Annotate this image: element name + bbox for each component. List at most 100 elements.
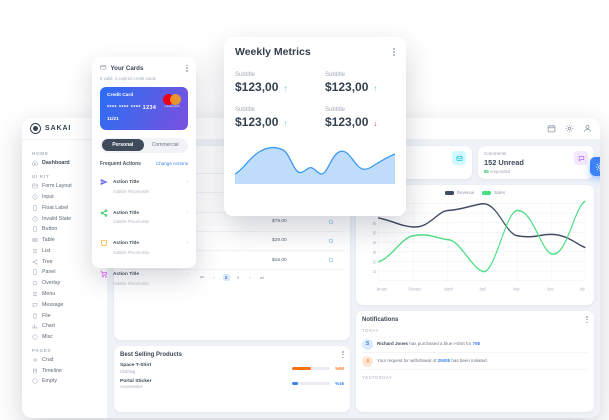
notifications-card: Notifications TODAY S Richard Jones has … [356,311,594,412]
notifications-group-label: TODAY [362,328,379,334]
app-logo[interactable]: SAKAI [30,123,71,134]
chevron-right-icon[interactable]: › [186,178,188,185]
sidebar-item-message[interactable]: Message [28,299,101,310]
calendar-icon[interactable] [547,124,556,133]
svg-text:January: January [376,286,387,292]
cards-menu-icon[interactable] [186,64,188,72]
pagination-page-2[interactable]: 2 [236,275,240,281]
sidebar-item-overlay[interactable]: Overlay [28,278,101,289]
metric-item: Subtitle $123,00 ↓ [325,107,395,129]
pagination-last[interactable]: ⏭ [259,275,265,281]
sidebar-item-timeline[interactable]: Timeline [28,365,101,376]
progress-percent: %16 [335,381,344,387]
trend-down-icon: ↓ [373,119,378,128]
svg-text:April: April [479,286,485,292]
user-icon[interactable] [583,124,592,133]
sidebar-item-label: File [42,312,51,319]
notification-item[interactable]: S Richard Jones has purchased a blue t-s… [362,336,588,354]
sidebar-item-label: Float Label [42,204,69,211]
content-area: Name Price ⇅ View Bamboo Watch $65.00 [108,140,600,418]
product-price: $15.00 [270,250,318,271]
metric-subtitle: Subtitle [325,107,346,113]
product-name: Portal Sticker [120,378,152,384]
sidebar-item-label: Button [42,226,58,233]
sidebar-item-button[interactable]: Button [28,224,101,235]
sidebar-item-file[interactable]: File [28,310,101,321]
sidebar-group-label: HOME [32,151,49,156]
sidebar-item-empty[interactable]: Empty [28,376,101,387]
sidebar-item-dashboard[interactable]: Dashboard [28,158,101,169]
content-left-column: Name Price ⇅ View Bamboo Watch $65.00 [114,146,350,412]
weekly-metrics-header: Weekly Metrics [235,46,395,58]
view-icon[interactable] [328,238,334,244]
sidebar-group-label: PAGES [32,347,52,353]
legend-item-revenue[interactable]: Revenue [445,190,474,195]
gear-icon[interactable] [565,124,574,133]
sidebar-item-table[interactable]: Table [28,235,101,246]
action-item[interactable]: Action Title Subtitle Placeholder › [100,167,188,198]
float-label-icon [32,205,38,211]
sakai-logo-icon [30,123,41,134]
notification-item[interactable]: Your request for withdrawal of 2500$ has… [362,353,588,371]
file-icon [32,313,38,319]
sidebar-item-label: List [42,247,51,254]
list-item: Space T-Shirt Clothing %50 [120,363,344,374]
chevron-right-icon[interactable]: › [186,240,188,247]
trend-up-icon: ↑ [283,84,288,93]
svg-text:May: May [513,286,519,292]
action-item[interactable]: Action Title Subtitle Placeholder › [100,259,188,290]
weekly-metrics-menu-icon[interactable] [393,48,395,56]
best-selling-header: Best Selling Products [120,351,344,359]
notification-text: Richard Jones has purchased a blue t-shi… [377,341,481,347]
sidebar-item-tree[interactable]: Tree [28,256,101,267]
sidebar-item-chart[interactable]: Chart [28,321,101,332]
sidebar-item-panel[interactable]: Panel [28,267,101,278]
sidebar-item-label: Dashboard [42,160,70,167]
segment-personal[interactable]: Personal [101,139,144,151]
segment-commercial[interactable]: Commercial [151,142,179,148]
table-pagination: ⏮ ‹ 1 2 › ⏭ [120,270,344,282]
stat-subtext: 85 responded [484,169,511,174]
settings-fab-button[interactable] [590,157,600,176]
metric-subtitle: Subtitle [235,72,256,78]
sidebar-item-input[interactable]: Input [28,192,101,203]
sidebar-item-label: Crud [42,356,54,363]
best-selling-menu-icon[interactable] [342,351,344,359]
your-cards-panel: Your Cards 5 valid, 1 expired credit car… [92,57,196,286]
view-icon[interactable] [328,257,334,263]
change-actions-link[interactable]: Change Actions [155,161,188,166]
view-icon[interactable] [328,219,334,225]
pagination-first[interactable]: ⏮ [199,275,205,281]
metric-item: Subtitle $123,00 ↑ [325,72,395,94]
legend-item-sales[interactable]: Sales [482,190,505,195]
sidebar-item-menu[interactable]: Menu [28,289,101,300]
credit-card-expiry: 11/21 [107,116,119,122]
pagination-prev[interactable]: ‹ [213,275,215,281]
notifications-menu-icon[interactable] [586,316,588,324]
svg-text:10: 10 [373,269,377,275]
button-icon [32,226,38,232]
sidebar-item-label: Timeline [42,367,62,374]
pagination-page-1[interactable]: 1 [222,274,230,282]
product-category: Accessories [120,384,143,390]
chevron-right-icon[interactable]: › [186,270,188,277]
sidebar-item-label: Panel [42,269,56,276]
credit-card[interactable]: Credit Card **** **** **** 1234 11/21 ma… [100,86,188,130]
sidebar-item-misc[interactable]: Misc [28,332,101,343]
warning-icon [32,216,38,222]
weekly-metrics-panel: Weekly Metrics Subtitle $123,00 ↑ Subtitl… [224,37,406,216]
sidebar-item-float-label[interactable]: Float Label [28,202,101,213]
pagination-next[interactable]: › [249,275,251,281]
action-item[interactable]: Action Title Subtitle Placeholder › [100,197,188,228]
your-cards-header: Your Cards [100,64,188,73]
form-icon [32,183,38,189]
chevron-right-icon[interactable]: › [186,209,188,216]
progress-percent: %50 [335,365,344,371]
sidebar-item-list[interactable]: List [28,245,101,256]
action-item[interactable]: Action Title Subtitle Placeholder › [100,228,188,259]
sidebar-item-form-layout[interactable]: Form Layout [28,181,101,192]
sidebar-item-invalid-state[interactable]: Invalid State [28,213,101,224]
svg-text:40: 40 [373,240,377,246]
sidebar-item-crud[interactable]: Crud [28,355,101,366]
home-icon [32,160,38,166]
